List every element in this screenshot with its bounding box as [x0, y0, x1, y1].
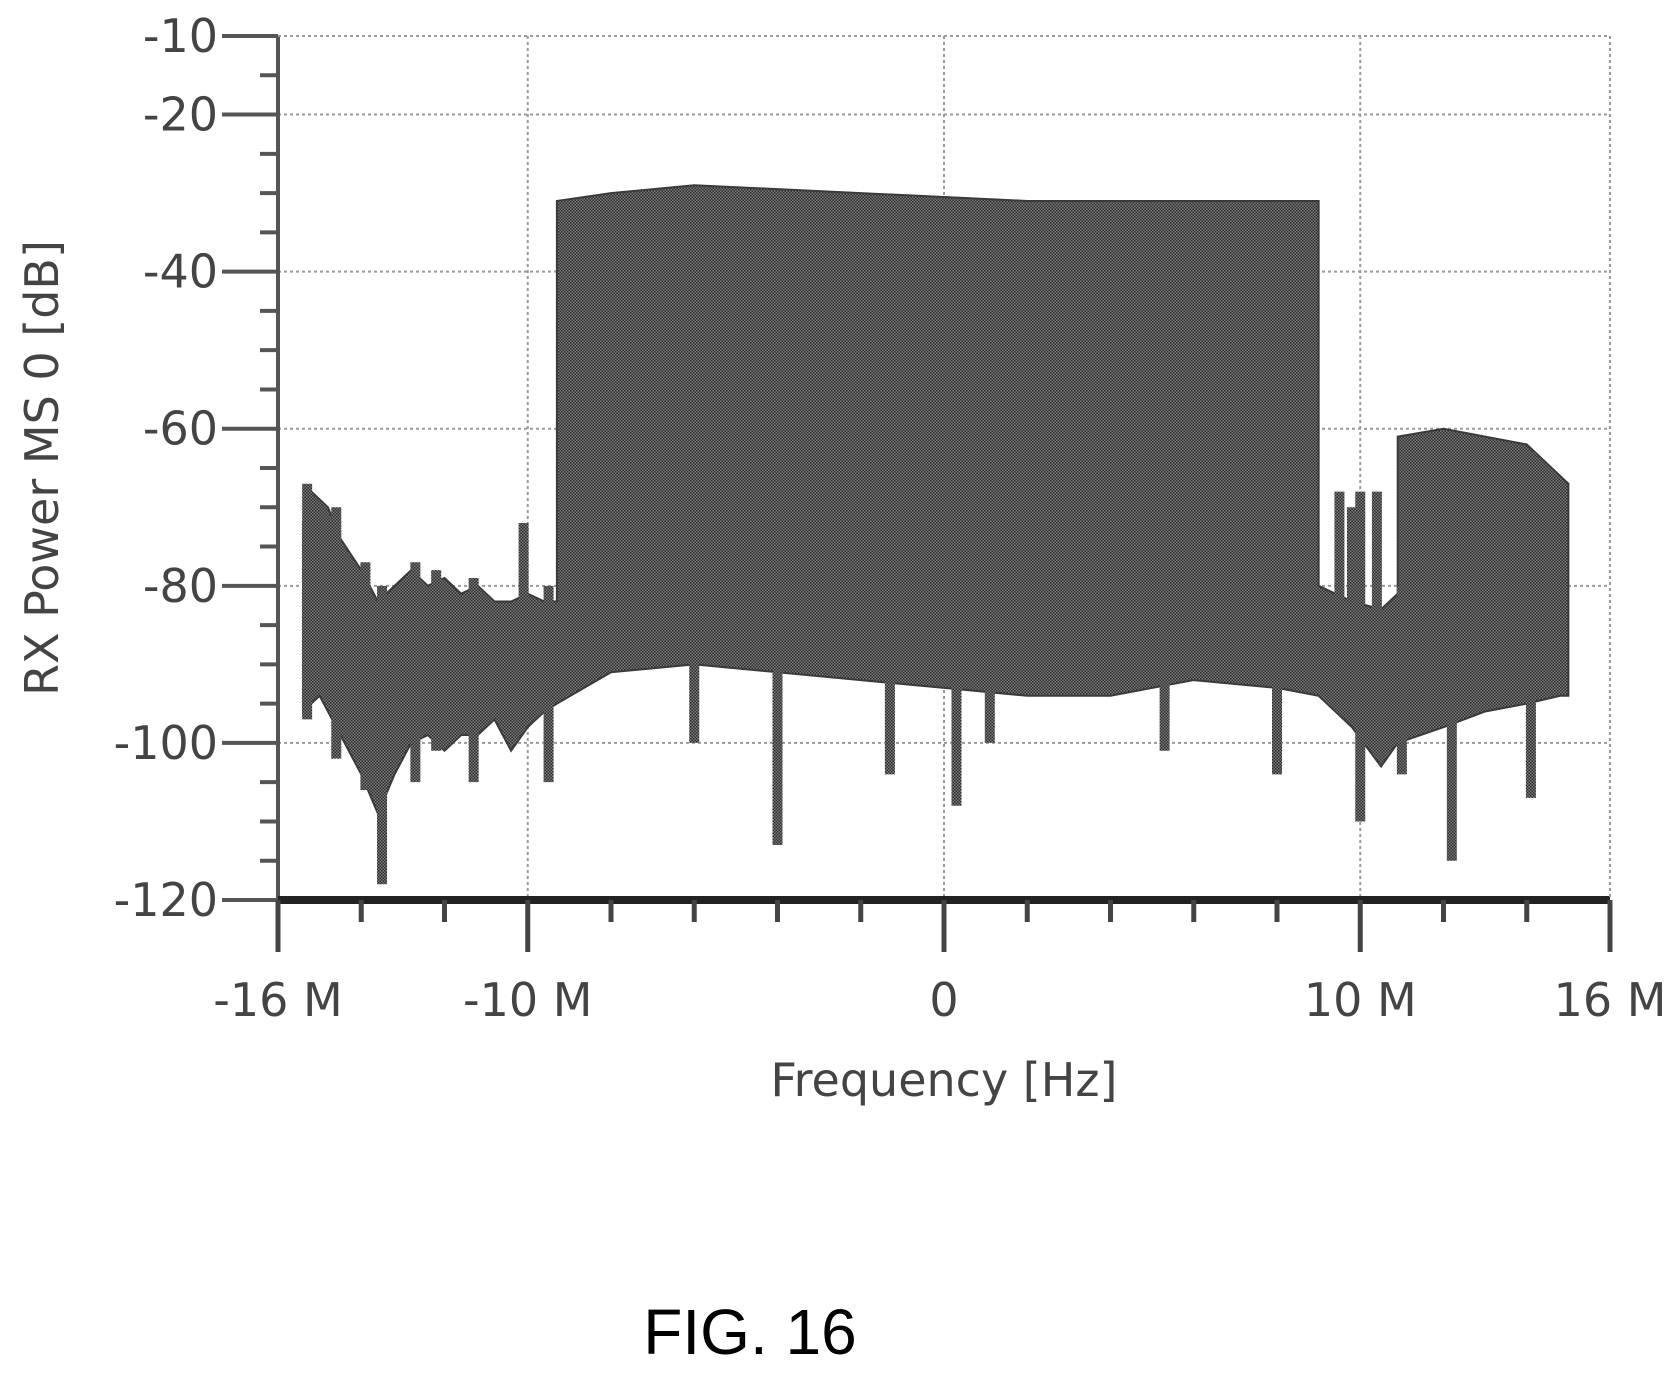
x-tick-label: -16 M — [213, 973, 342, 1027]
x-axis-title: Frequency [Hz] — [771, 1053, 1118, 1107]
y-tick-label: -40 — [143, 245, 218, 299]
y-tick-labels: -10 -20 -40 -60 -80 -100 -120 — [114, 9, 218, 927]
y-tick-label: -10 — [143, 9, 218, 63]
y-tick-label: -60 — [143, 402, 218, 456]
spectrum-band — [301, 184, 1570, 817]
x-tick-label: 0 — [929, 973, 958, 1027]
x-tick-label: 16 M — [1554, 973, 1667, 1027]
x-tick-labels: -16 M -10 M 0 10 M 16 M — [213, 973, 1666, 1027]
y-tick-label: -120 — [114, 873, 218, 927]
axes — [222, 34, 1613, 952]
x-tick-label: -10 M — [463, 973, 592, 1027]
y-tick-label: -100 — [114, 716, 218, 770]
y-tick-label: -20 — [143, 88, 218, 142]
plot-area — [301, 184, 1570, 885]
y-tick-label: -80 — [143, 559, 218, 613]
y-axis-title: RX Power MS 0 [dB] — [15, 240, 69, 696]
figure-caption: FIG. 16 — [643, 1296, 857, 1368]
x-tick-label: 10 M — [1304, 973, 1417, 1027]
